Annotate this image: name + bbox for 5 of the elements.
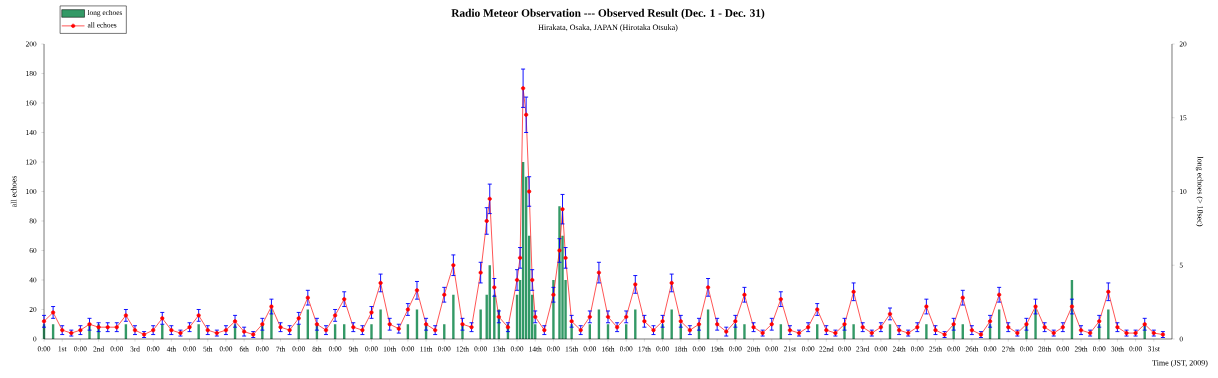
chart-title: Radio Meteor Observation --- Observed Result (Dec. 1 - Dec. 31) xyxy=(451,8,765,20)
chart-subtitle: Hirakata, Osaka, JAPAN (Hirotaka Otsuka) xyxy=(538,24,678,32)
x-axis-title: Time (JST, 2009) xyxy=(1152,359,1208,368)
y2-axis-title: long echoes (> 10sec) xyxy=(1195,156,1204,227)
y-axis-title: all echoes xyxy=(10,175,17,208)
